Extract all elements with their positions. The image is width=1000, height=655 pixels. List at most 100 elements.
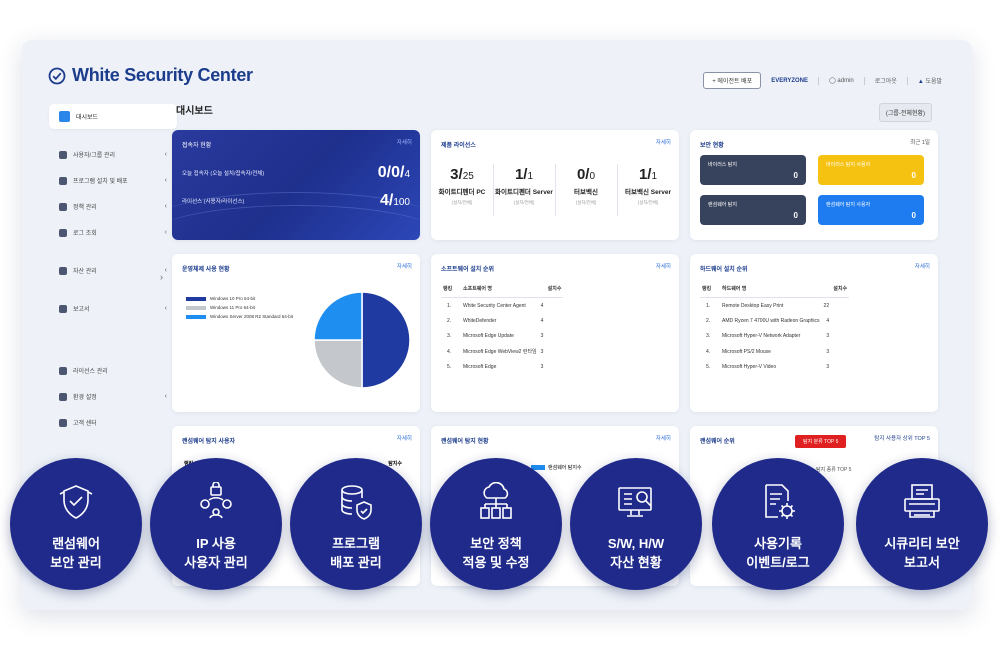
card-title: 운영체제 사용 현황 bbox=[182, 267, 230, 273]
pie-slice[interactable] bbox=[313, 339, 363, 389]
shield-icon bbox=[59, 202, 67, 211]
ransomware-detect-tile[interactable]: 랜섬웨어 탐지 0 bbox=[700, 195, 806, 225]
chevron-left-icon: ‹ bbox=[164, 177, 167, 184]
decorative-wave bbox=[172, 205, 420, 240]
detection-type-tag[interactable]: 탐지 분류 TOP 5 bbox=[795, 435, 847, 448]
user-menu[interactable]: ◯ admin bbox=[829, 78, 854, 84]
table-row[interactable]: 4. Microsoft Edge WebView2 런타임 3 bbox=[447, 348, 544, 356]
pie-slice[interactable] bbox=[361, 291, 411, 389]
log-icon bbox=[59, 228, 67, 237]
card-title: 소프트웨어 설치 순위 bbox=[441, 267, 495, 273]
chevron-left-icon: ‹ bbox=[164, 267, 167, 274]
document-gear-icon bbox=[765, 484, 795, 519]
ransomware-user-tile[interactable]: 랜섬웨어 탐지 사용자 0 bbox=[818, 195, 924, 225]
more-link[interactable]: 자세히 bbox=[396, 436, 412, 442]
divider bbox=[555, 164, 556, 216]
license-usage-row: 라이선스 (사용자/라이선스) 4/100 bbox=[182, 192, 410, 209]
sidebar-item-settings[interactable]: 환경 설정 ‹ bbox=[49, 392, 177, 401]
sidebar: 대시보드 사용자/그룹 관리 ‹ 프로그램 설치 및 배포 ‹ 정책 관리 ‹ 로그 … bbox=[49, 104, 177, 444]
sidebar-item-reports[interactable]: 보고서 ‹ bbox=[49, 304, 177, 313]
table-row[interactable]: 5. Microsoft Hyper-V Video 3 bbox=[706, 364, 830, 371]
card-title: 하드웨어 설치 순위 bbox=[700, 267, 748, 273]
card-title: 보안 현황 bbox=[700, 143, 724, 149]
more-link[interactable]: 자세히 bbox=[655, 140, 671, 146]
shield-check-icon bbox=[59, 485, 93, 519]
sidebar-item-label: 대시보드 bbox=[76, 115, 99, 121]
feature-security-report: 시큐리티 보안 보고서 bbox=[856, 458, 988, 590]
divider bbox=[863, 76, 865, 85]
feature-ip-user: IP 사용 사용자 관리 bbox=[150, 458, 282, 590]
app-logo[interactable]: White Security Center bbox=[48, 65, 253, 86]
software-table: 랭킹 소프트웨어 명 설치수 1. White Security Center Age… bbox=[441, 280, 564, 375]
feature-asset-status: S/W, H/W 자산 현황 bbox=[570, 458, 702, 590]
license-usage-value: 4/100 bbox=[379, 192, 410, 209]
sidebar-item-license[interactable]: 라이선스 관리 bbox=[49, 366, 177, 375]
license-col: 1/1 화이트디펜더 Server (설치/전체) bbox=[495, 166, 553, 205]
logout-link[interactable]: 로그아웃 bbox=[874, 79, 897, 85]
table-row[interactable]: 5. Microsoft Edge 3 bbox=[447, 364, 544, 371]
decorative-wave bbox=[172, 192, 420, 240]
check-circle-icon bbox=[48, 67, 66, 84]
feature-security-policy: 보안 정책 적용 및 수정 bbox=[430, 458, 562, 590]
hardware-table: 랭킹 하드웨어 명 설치수 1. Remote Desktop Easy Print 2… bbox=[700, 280, 850, 375]
chevron-left-icon: ‹ bbox=[164, 393, 167, 400]
sidebar-item-logs[interactable]: 로그 조회 ‹ bbox=[49, 228, 177, 237]
license-col: 1/1 터보백신 Server (설치/전체) bbox=[625, 166, 671, 205]
feature-program-deploy: 프로그램 배포 관리 bbox=[290, 458, 422, 590]
table-row[interactable]: 3. Microsoft Hyper-V Network Adapter 3 bbox=[706, 333, 830, 340]
feature-badges: 랜섬웨어 보안 관리 IP 사용 사용자 관리 프로그램 배포 관리 보안 정책… bbox=[0, 458, 1000, 590]
divider bbox=[617, 164, 618, 216]
sidebar-item-policy[interactable]: 정책 관리 ‹ bbox=[49, 202, 177, 211]
sidebar-item-programs[interactable]: 프로그램 설치 및 배포 ‹ bbox=[49, 176, 177, 185]
sidebar-item-assets[interactable]: 자산 관리 ‹ bbox=[49, 266, 177, 275]
card-title: 랜섬웨어 탐지 현황 bbox=[441, 439, 489, 445]
home-icon bbox=[59, 176, 67, 185]
page-title: 대시보드 bbox=[176, 106, 213, 117]
period-label: 최근 1일 bbox=[910, 140, 930, 146]
security-status-card: 보안 현황 최근 1일 바이러스 탐지 0 바이러스 탐지 사용자 0 랜섬웨어 탐… bbox=[690, 130, 938, 240]
more-link[interactable]: 자세히 bbox=[655, 436, 671, 442]
more-link[interactable]: 자세히 bbox=[655, 264, 671, 270]
license-col: 0/0 터보백신 (설치/전체) bbox=[574, 166, 598, 205]
layers-icon bbox=[59, 266, 67, 275]
card-title: 접속자 현황 bbox=[182, 143, 212, 149]
table-row[interactable]: 4. Microsoft PS/2 Mouse 3 bbox=[706, 348, 830, 355]
table-row[interactable]: 2. WhiteDefender 4 bbox=[447, 317, 544, 324]
legend-item: 랜섬웨어 탐지수 bbox=[531, 464, 582, 471]
divider bbox=[906, 76, 908, 85]
chevron-left-icon: ‹ bbox=[164, 229, 167, 236]
help-link[interactable]: ▲ 도움말 bbox=[917, 79, 942, 85]
pie-slice[interactable] bbox=[313, 291, 363, 341]
agent-deploy-button[interactable]: + 에이전트 배포 bbox=[703, 72, 762, 89]
top5-users-link[interactable]: 탐지 사용자 상위 TOP 5 bbox=[874, 436, 930, 442]
today-users-value: 0/0/4 bbox=[377, 164, 410, 181]
monitor-search-icon bbox=[618, 487, 652, 517]
table-row[interactable]: 3. Microsoft Edge Update 3 bbox=[447, 333, 544, 340]
more-link[interactable]: 자세히 bbox=[396, 140, 412, 146]
group-scope-button[interactable]: (그룹-전체현황) bbox=[878, 103, 932, 122]
table-row[interactable]: 1. Remote Desktop Easy Print 22 bbox=[706, 302, 830, 309]
sidebar-item-dashboard[interactable]: 대시보드 bbox=[49, 104, 177, 129]
license-col: 3/25 화이트디펜더 PC (설치/전체) bbox=[438, 166, 486, 205]
more-link[interactable]: 자세히 bbox=[396, 264, 412, 270]
divider bbox=[493, 164, 494, 216]
dashboard-icon bbox=[59, 111, 70, 122]
virus-user-tile[interactable]: 바이러스 탐지 사용자 0 bbox=[818, 155, 924, 185]
sidebar-item-users[interactable]: 사용자/그룹 관리 ‹ bbox=[49, 150, 177, 159]
legend-item: Windows Server 2008 R2 Standard 64-bit bbox=[186, 314, 293, 319]
table-row[interactable]: 2. AMD Ryzen 7 4700U with Radeon Graphics… bbox=[706, 317, 830, 324]
os-usage-card: 운영체제 사용 현황 자세히 Windows 10 Pro 64-bit Win… bbox=[172, 254, 420, 412]
card-title: 랜섬웨어 탐지 사용자 bbox=[182, 439, 236, 445]
table-header: 랭킹 소프트웨어 명 설치수 bbox=[441, 280, 564, 298]
more-link[interactable]: 자세히 bbox=[914, 264, 930, 270]
legend-item: Windows 11 Pro 64-bit bbox=[186, 305, 293, 310]
table-row[interactable]: 1. White Security Center Agent 4 bbox=[447, 302, 544, 309]
sidebar-item-support[interactable]: 고객 센터 bbox=[49, 418, 177, 427]
gear-icon bbox=[59, 392, 67, 401]
sidebar-collapse-toggle[interactable]: › bbox=[160, 272, 163, 282]
hardware-rank-card: 하드웨어 설치 순위 자세히 랭킹 하드웨어 명 설치수 1. Remote Desk… bbox=[690, 254, 938, 412]
sub-title: 탐지 종류 TOP 5 bbox=[816, 467, 852, 473]
card-title: 랜섬웨어 순위 bbox=[700, 439, 735, 445]
virus-detect-tile[interactable]: 바이러스 탐지 0 bbox=[700, 155, 806, 185]
today-users-row: 오늘 접속자 (오늘 설치/접속자/전체) 0/0/4 bbox=[182, 164, 410, 181]
